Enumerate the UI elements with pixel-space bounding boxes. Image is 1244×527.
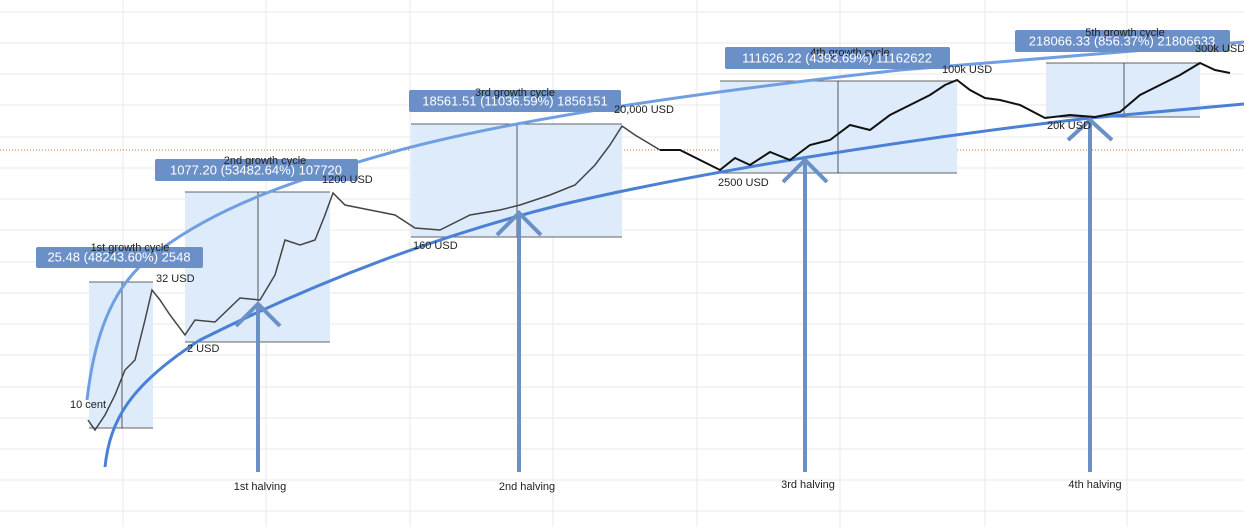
price-label: 32 USD xyxy=(156,273,195,285)
halving-label: 2nd halving xyxy=(499,481,555,493)
cycle-title: 4th growth cycle xyxy=(810,47,889,59)
cycle-stats: 111626.22 (4393.69%) 11162622 xyxy=(742,50,932,65)
price-label: 1200 USD xyxy=(322,174,373,186)
price-label: 2500 USD xyxy=(718,177,769,189)
price-label: 100k USD xyxy=(942,64,992,76)
cycle-stats: 25.48 (48243.60%) 2548 xyxy=(47,249,190,264)
cycle-title: 5th growth cycle xyxy=(1085,27,1164,39)
price-projection xyxy=(660,61,1231,172)
cycle-title: 1st growth cycle xyxy=(91,242,170,254)
cycle-stats: 218066.33 (856.37%) 21806633 xyxy=(1029,33,1216,48)
price-label: 20k USD xyxy=(1047,120,1091,132)
cycle-title: 3rd growth cycle xyxy=(475,87,555,99)
lower-band xyxy=(103,102,1244,468)
price-label: 2 USD xyxy=(187,343,219,355)
halving-label: 3rd halving xyxy=(781,479,835,491)
stat-labels xyxy=(36,30,1230,268)
price-label: 10 cent xyxy=(70,399,106,411)
price-label: 160 USD xyxy=(413,240,458,252)
halving-arrows xyxy=(234,117,1114,472)
price-label: 300k USD xyxy=(1195,43,1244,55)
cycle-stats: 18561.51 (11036.59%) 1856151 xyxy=(422,93,608,108)
halving-label: 4th halving xyxy=(1068,479,1121,491)
halving-label: 1st halving xyxy=(234,481,287,493)
price-history xyxy=(87,124,661,432)
cycle-stats: 1077.20 (53482.64%) 107720 xyxy=(170,162,342,177)
cycle-title: 2nd growth cycle xyxy=(224,155,307,167)
price-label: 20,000 USD xyxy=(614,104,674,116)
cycle-boxes xyxy=(89,62,1200,429)
